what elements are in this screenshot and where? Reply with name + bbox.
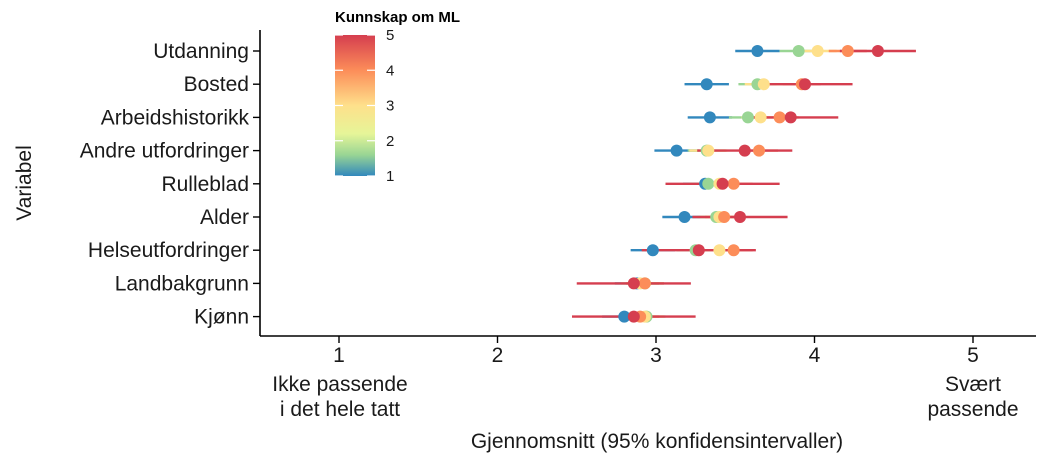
- y-axis-ticks: Utdanning Bosted Arbeidshistorikk Andre utf…: [80, 40, 260, 329]
- series-1-points: [618, 45, 764, 323]
- mean-point: [751, 45, 764, 57]
- mean-point: [627, 277, 640, 290]
- mean-point: [792, 45, 805, 57]
- x-axis-title: Gjennomsnitt (95% konfidensintervaller): [471, 430, 843, 453]
- x-tick-label: 2: [492, 344, 504, 367]
- x-tick-label: 4: [809, 344, 821, 367]
- data-marks: [571, 45, 916, 323]
- legend-title: Kunnskap om ML: [335, 9, 460, 26]
- y-tick-label: Rulleblad: [161, 173, 249, 196]
- y-axis-title: Variabel: [13, 145, 36, 221]
- x-end-label-low-line1: Ikke passende: [272, 373, 407, 396]
- mean-point: [784, 111, 797, 124]
- mean-point: [638, 277, 651, 290]
- x-tick-label: 5: [967, 344, 979, 367]
- mean-point: [627, 310, 640, 323]
- mean-point: [773, 111, 786, 124]
- y-tick-label: Helseutfordringer: [88, 239, 249, 262]
- mean-point: [738, 144, 751, 157]
- legend-tick-label: 4: [386, 62, 394, 79]
- mean-point: [871, 45, 884, 57]
- mean-point: [700, 78, 713, 91]
- y-tick-label: Andre utfordringer: [80, 140, 249, 163]
- mean-point: [753, 144, 766, 157]
- series-5: [571, 49, 916, 318]
- mean-point: [646, 244, 659, 257]
- mean-point: [692, 244, 705, 257]
- mean-point: [678, 211, 691, 223]
- y-tick-label: Arbeidshistorikk: [101, 106, 250, 129]
- x-tick-label: 3: [650, 344, 662, 367]
- mean-point: [727, 244, 740, 257]
- x-axis-ticks: 1 2 3 4 5: [333, 336, 979, 367]
- mean-point: [703, 111, 716, 124]
- mean-point: [713, 244, 726, 257]
- y-tick-label: Bosted: [184, 73, 249, 96]
- mean-point: [727, 177, 740, 190]
- legend-tick-label: 5: [386, 27, 394, 44]
- legend-tick-label: 1: [386, 168, 394, 185]
- mean-point: [741, 111, 754, 124]
- x-tick-label: 1: [333, 344, 345, 367]
- mean-point: [618, 310, 631, 323]
- mean-point: [702, 144, 715, 157]
- mean-point: [702, 177, 715, 190]
- x-end-label-high-line2: passende: [927, 398, 1018, 421]
- mean-point: [841, 45, 854, 57]
- y-tick-label: Kjønn: [194, 306, 249, 329]
- y-tick-label: Alder: [200, 206, 249, 229]
- mean-point: [757, 78, 770, 91]
- mean-point: [670, 144, 683, 157]
- legend-ticks: 5 4 3 2 1: [335, 27, 394, 185]
- mean-point: [754, 111, 767, 124]
- legend: Kunnskap om ML 5 4 3 2 1: [335, 9, 460, 185]
- x-end-label-low-line2: i det hele tatt: [280, 398, 400, 421]
- x-end-label-low: Ikke passende i det hele tatt: [272, 373, 407, 421]
- y-tick-label: Utdanning: [153, 40, 249, 63]
- legend-tick-label: 2: [386, 133, 394, 150]
- mean-point: [734, 211, 747, 223]
- mean-point: [718, 211, 731, 223]
- legend-tick-label: 3: [386, 98, 394, 115]
- series-5-points: [627, 45, 884, 323]
- x-end-label-high: Svært passende: [927, 373, 1018, 421]
- mean-point: [716, 177, 729, 190]
- x-end-label-high-line1: Svært: [945, 373, 1001, 396]
- mean-point: [798, 78, 811, 91]
- mean-point: [811, 45, 824, 57]
- y-tick-label: Landbakgrunn: [115, 272, 249, 295]
